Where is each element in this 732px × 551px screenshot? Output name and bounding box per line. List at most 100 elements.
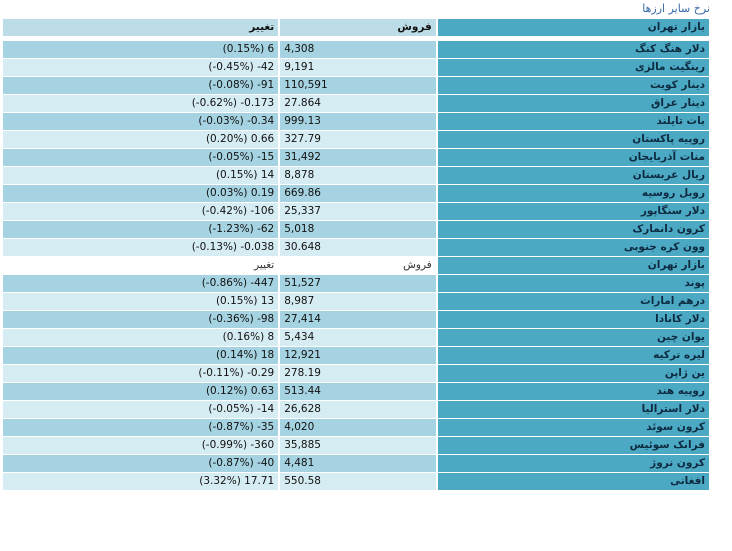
change-cell: (-0.08%) -91 <box>3 77 279 94</box>
sell-value: 27,414 <box>280 311 436 328</box>
change-value: 13 <box>260 295 275 307</box>
change-percent: (-0.05%) <box>208 151 254 163</box>
table-row: روپیه هند 513.44 (0.12%) 0.63 <box>3 383 709 400</box>
change-percent: (0.20%) <box>205 133 248 145</box>
change-value: -0.34 <box>247 115 275 127</box>
header2-market: بازار تهران <box>437 257 709 274</box>
change-percent: (0.15%) <box>215 169 258 181</box>
sell-value: 513.44 <box>280 383 436 400</box>
currency-name: بات تایلند <box>437 113 709 130</box>
currency-name: دلار سنگاپور <box>437 203 709 220</box>
page-title: نرخ سایر ارزها <box>642 2 710 15</box>
sell-value: 5,434 <box>280 329 436 346</box>
sell-value: 25,337 <box>280 203 436 220</box>
table-row: افغانی 550.58 (3.32%) 17.71 <box>3 473 709 490</box>
header-change: تغییر <box>3 19 279 36</box>
sell-value: 4,020 <box>280 419 436 436</box>
change-value: -14 <box>257 403 275 415</box>
table-row: کرون دانمارک 5,018 (-1.23%) -62 <box>3 221 709 238</box>
currency-name: لیره ترکیه <box>437 347 709 364</box>
change-cell: (0.15%) 13 <box>3 293 279 310</box>
sell-value: 31,492 <box>280 149 436 166</box>
currency-name: رینگیت مالزی <box>437 59 709 76</box>
currency-name: روپیه پاکستان <box>437 131 709 148</box>
change-value: -42 <box>257 61 275 73</box>
change-value: 0.66 <box>250 133 275 145</box>
sell-value: 110,591 <box>280 77 436 94</box>
table-row: دینار کویت 110,591 (-0.08%) -91 <box>3 77 709 94</box>
change-value: -15 <box>257 151 275 163</box>
change-cell: (0.20%) 0.66 <box>3 131 279 148</box>
change-value: 18 <box>260 349 275 361</box>
header-sell: فروش <box>280 19 436 36</box>
table-row: دینار عراق 27.864 (-0.62%) -0.173 <box>3 95 709 112</box>
change-percent: (-0.87%) <box>208 421 254 433</box>
change-value: 6 <box>267 43 275 55</box>
table-row: بات تایلند 999.13 (-0.03%) -0.34 <box>3 113 709 130</box>
change-cell: (3.32%) 17.71 <box>3 473 279 490</box>
table-row: رینگیت مالزی 9,191 (-0.45%) -42 <box>3 59 709 76</box>
change-value: 0.63 <box>250 385 275 397</box>
sell-value: 12,921 <box>280 347 436 364</box>
table-row: روپیه پاکستان 327.79 (0.20%) 0.66 <box>3 131 709 148</box>
table-row: لیره ترکیه 12,921 (0.14%) 18 <box>3 347 709 364</box>
sell-value: 26,628 <box>280 401 436 418</box>
change-value: -360 <box>250 439 275 451</box>
table-row: کرون سوئد 4,020 (-0.87%) -35 <box>3 419 709 436</box>
currency-name: درهم امارات <box>437 293 709 310</box>
change-percent: (-0.42%) <box>201 205 248 217</box>
change-percent: (-0.86%) <box>201 277 248 289</box>
change-cell: (0.15%) 14 <box>3 167 279 184</box>
sell-value: 9,191 <box>280 59 436 76</box>
header2-change: تغییر <box>3 257 279 274</box>
sell-value: 30.648 <box>280 239 436 256</box>
change-cell: (-0.05%) -15 <box>3 149 279 166</box>
currency-name: روپیه هند <box>437 383 709 400</box>
currency-name: منات آذربایجان <box>437 149 709 166</box>
currency-name: فرانک سوئیس <box>437 437 709 454</box>
change-percent: (-0.08%) <box>208 79 254 91</box>
change-value: -0.038 <box>240 241 275 253</box>
change-percent: (0.16%) <box>222 331 265 343</box>
currency-name: روبل روسیه <box>437 185 709 202</box>
sell-value: 35,885 <box>280 437 436 454</box>
change-percent: (-0.03%) <box>198 115 244 127</box>
rates-table: بازار تهران فروش تغییر دلار هنگ کنگ 4,308… <box>1 18 711 491</box>
change-percent: (0.03%) <box>205 187 248 199</box>
change-cell: (-0.11%) -0.29 <box>3 365 279 382</box>
change-cell: (0.03%) 0.19 <box>3 185 279 202</box>
currency-name: دلار هنگ کنگ <box>437 41 709 58</box>
change-cell: (-0.87%) -35 <box>3 419 279 436</box>
sell-value: 5,018 <box>280 221 436 238</box>
currency-name: دلار کانادا <box>437 311 709 328</box>
change-value: -447 <box>250 277 275 289</box>
table-row: دلار استرالیا 26,628 (-0.05%) -14 <box>3 401 709 418</box>
currency-name: دینار کویت <box>437 77 709 94</box>
change-value: -106 <box>250 205 275 217</box>
change-value: -98 <box>257 313 275 325</box>
change-cell: (-0.03%) -0.34 <box>3 113 279 130</box>
change-value: -91 <box>257 79 275 91</box>
change-cell: (0.12%) 0.63 <box>3 383 279 400</box>
table-row: دلار سنگاپور 25,337 (-0.42%) -106 <box>3 203 709 220</box>
change-cell: (0.15%) 6 <box>3 41 279 58</box>
change-percent: (3.32%) <box>199 475 241 487</box>
change-cell: (-1.23%) -62 <box>3 221 279 238</box>
change-percent: (-0.87%) <box>208 457 254 469</box>
change-percent: (-0.36%) <box>208 313 254 325</box>
change-value: -62 <box>257 223 275 235</box>
currency-name: پوند <box>437 275 709 292</box>
header-market: بازار تهران <box>437 19 709 36</box>
change-cell: (-0.99%) -360 <box>3 437 279 454</box>
sell-value: 8,987 <box>280 293 436 310</box>
table-subheader: بازار تهران فروش تغییر <box>3 257 709 274</box>
currency-name: کرون سوئد <box>437 419 709 436</box>
sell-value: 4,308 <box>280 41 436 58</box>
table-row: فرانک سوئیس 35,885 (-0.99%) -360 <box>3 437 709 454</box>
sell-value: 4,481 <box>280 455 436 472</box>
change-percent: (-0.13%) <box>191 241 238 253</box>
currency-name: دینار عراق <box>437 95 709 112</box>
header2-sell: فروش <box>280 257 436 274</box>
sell-value: 669.86 <box>280 185 436 202</box>
